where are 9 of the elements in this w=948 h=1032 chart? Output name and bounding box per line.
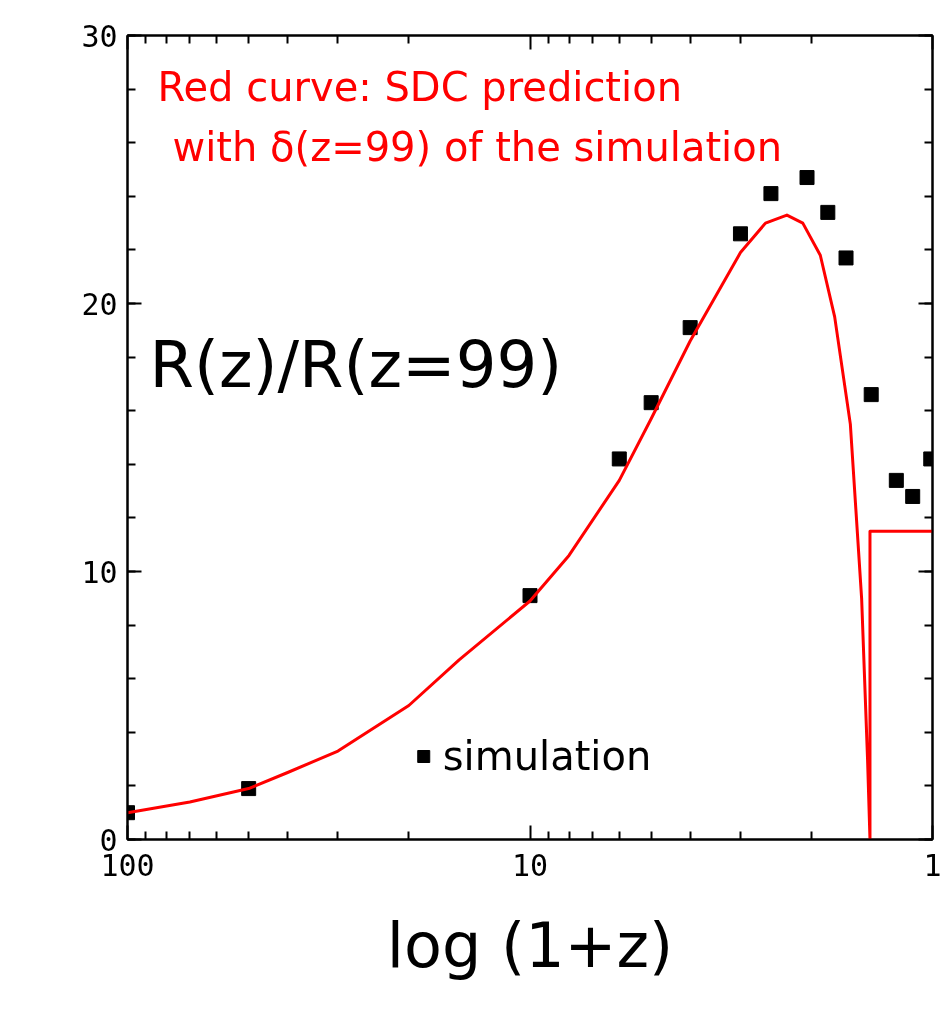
x-axis-title: log (1+z) — [386, 908, 674, 982]
annotation: R(z)/R(z=99) — [149, 327, 563, 402]
annotation: Red curve: SDC prediction with δ(z=99) of the simulation — [157, 63, 783, 170]
x-tick-label: 1 — [923, 847, 942, 883]
y-tick-label: 20 — [81, 286, 118, 322]
y-tick-label: 10 — [81, 554, 118, 590]
y-tick-label: 30 — [81, 18, 118, 54]
x-tick-label: 10 — [511, 847, 549, 883]
legend-label: simulation — [442, 733, 652, 779]
